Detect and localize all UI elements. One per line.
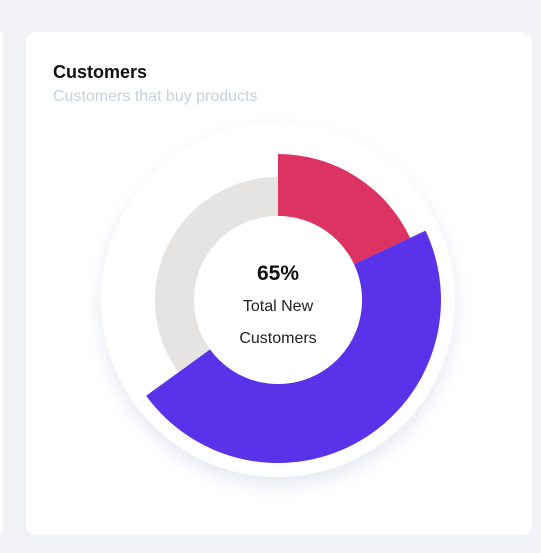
donut-chart: 65% Total New Customers (101, 123, 455, 477)
card-title: Customers (53, 62, 148, 82)
donut-slice-2 (155, 177, 278, 373)
donut-hole (194, 216, 362, 384)
donut-slice-0 (278, 154, 411, 265)
center-label-line1: Total New (243, 298, 314, 315)
center-label-line2: Customers (239, 330, 316, 347)
center-value: 65% (257, 262, 299, 285)
donut-slices (146, 154, 441, 463)
card-subtitle: Customers that buy products (53, 88, 258, 105)
adjacent-card-edge (0, 32, 3, 535)
customers-card: Customers Customers that buy products 65… (26, 32, 532, 535)
donut-slice-1 (146, 230, 441, 463)
